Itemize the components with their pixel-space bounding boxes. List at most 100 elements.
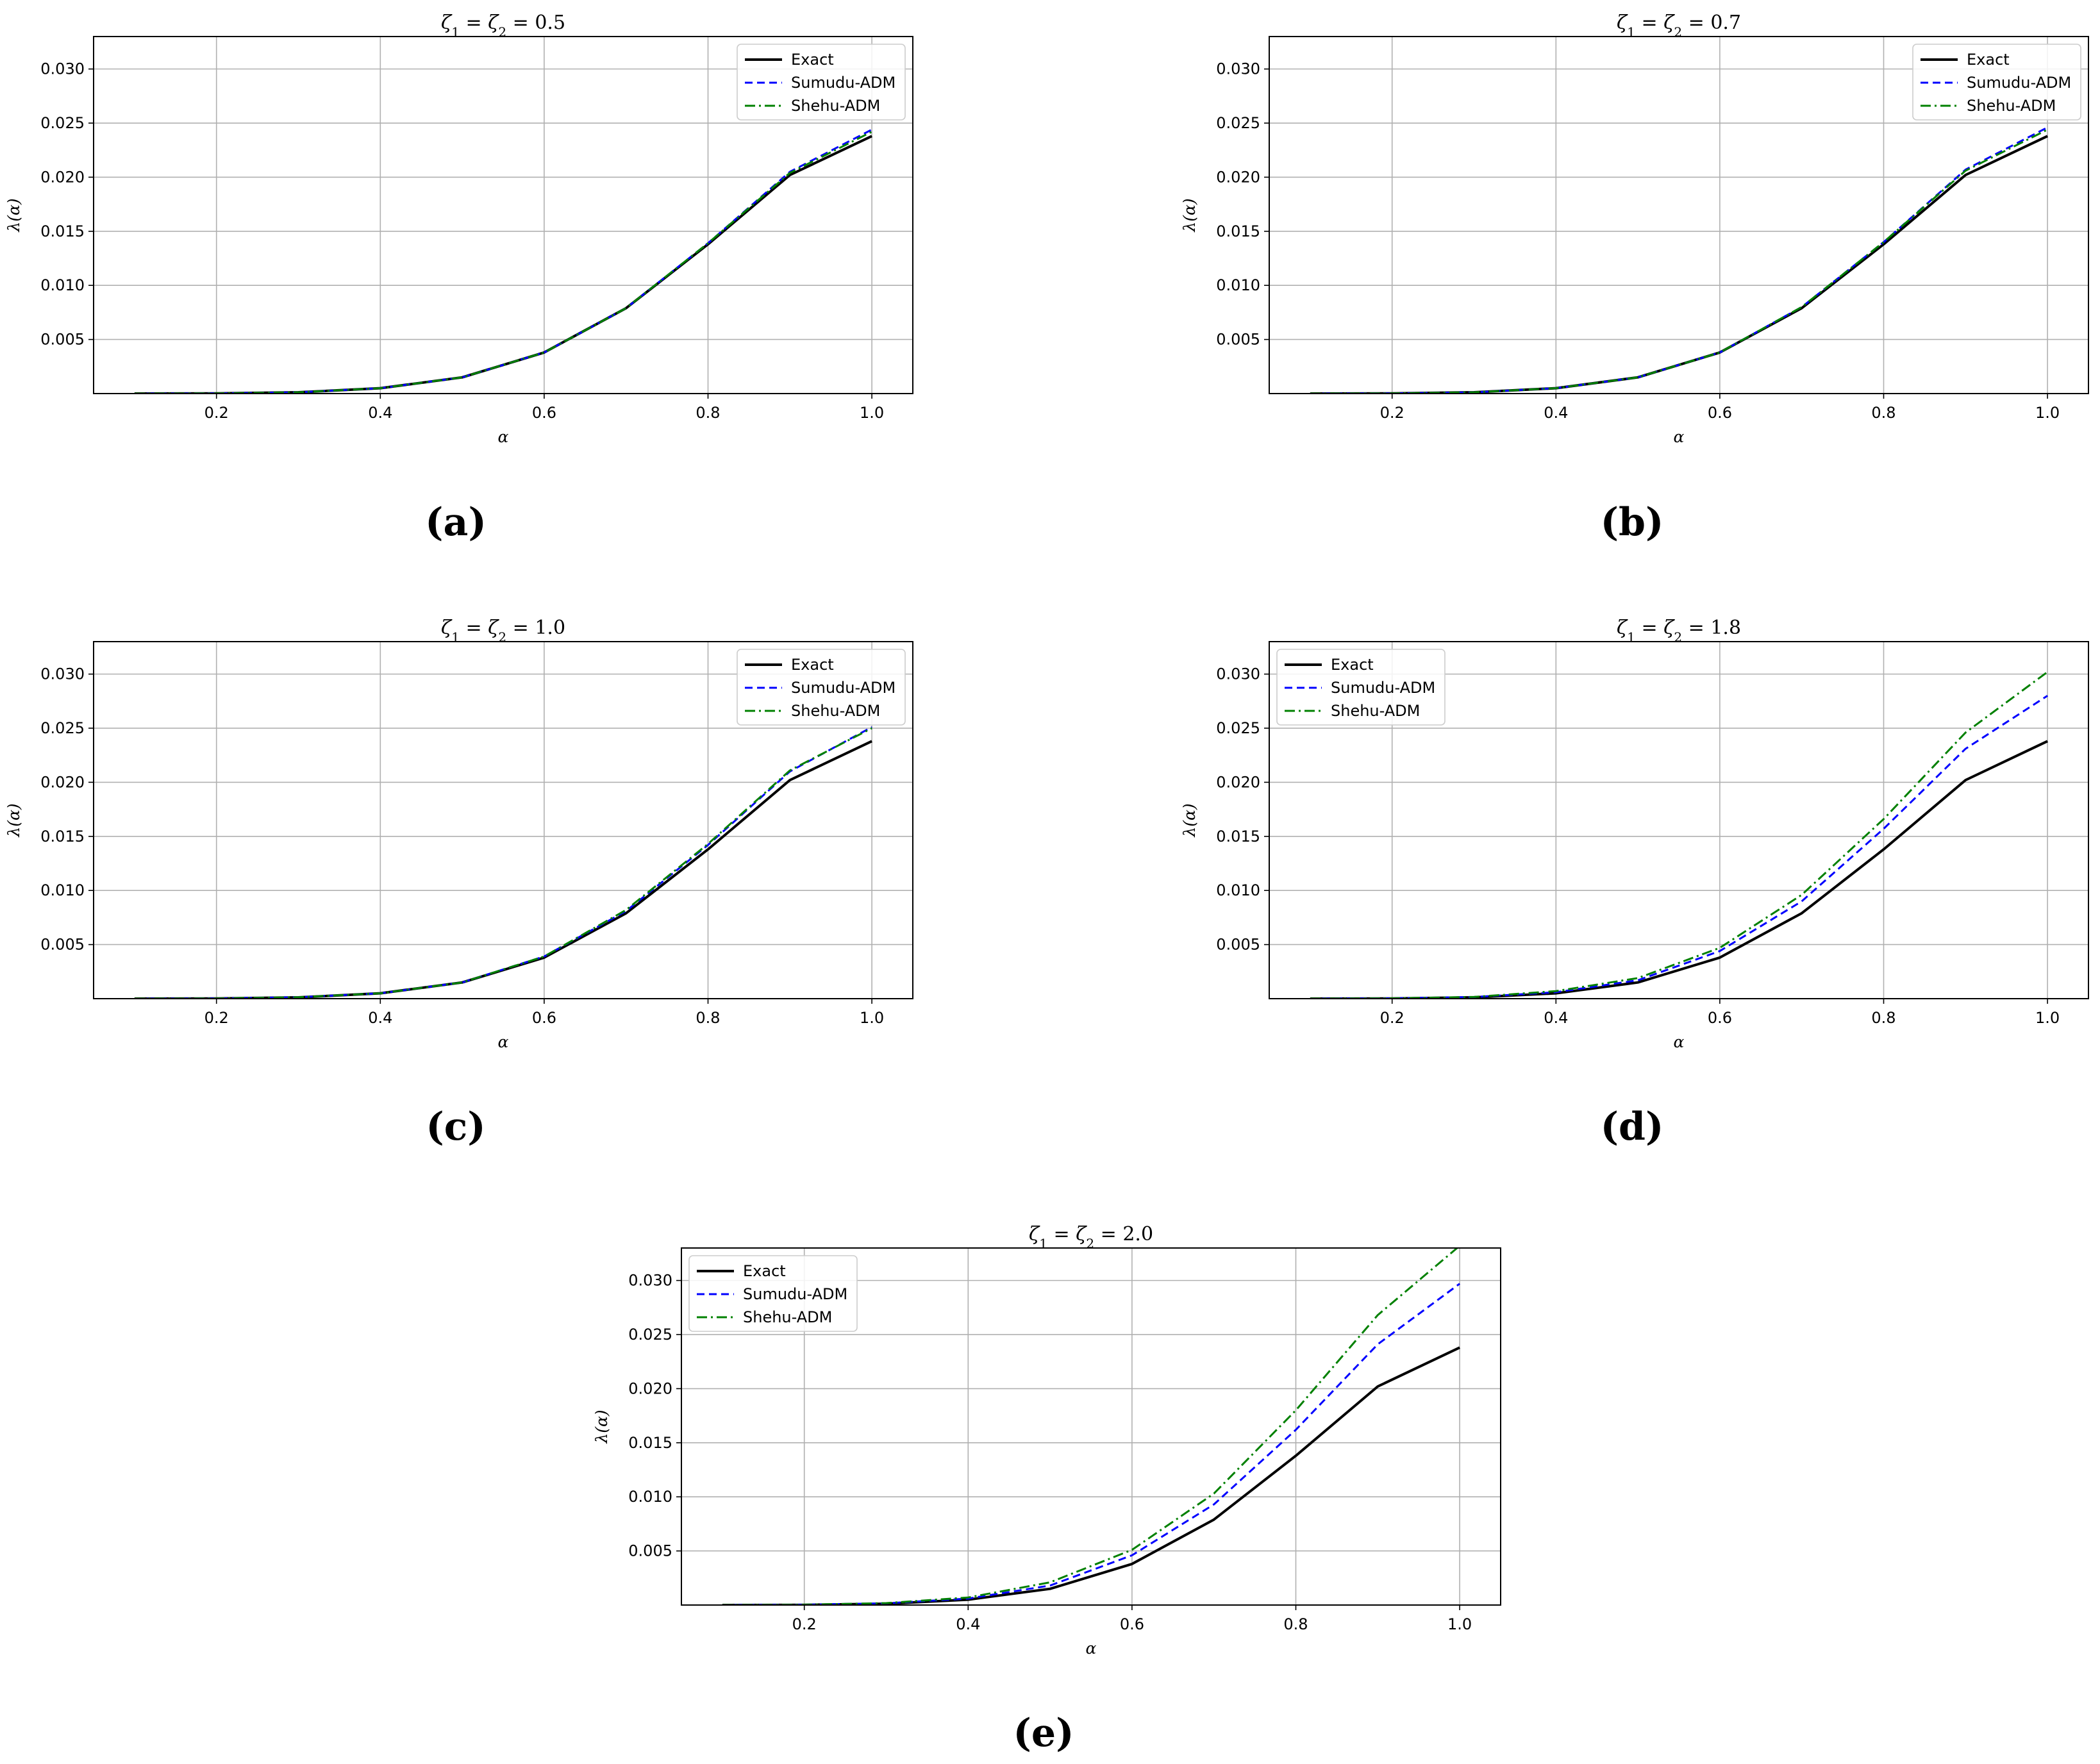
x-axis-label: α [1086,1639,1097,1658]
series-lines [134,128,872,394]
x-tick-label: 0.8 [696,1009,720,1027]
y-tick-label: 0.010 [1216,276,1260,294]
legend-box [1276,649,1446,726]
x-tick-label: 0.2 [204,1009,229,1027]
y-tick-label: 0.020 [40,168,85,186]
x-tick-label: 0.6 [532,1009,556,1027]
x-axis-label: α [1674,1033,1685,1051]
series-line-sumudu-adm [134,128,872,394]
x-tick-label: 0.2 [1380,404,1404,422]
x-tick-label: 1.0 [860,1009,884,1027]
y-axis-label: λ(α) [4,198,23,232]
y-tick-label: 0.015 [40,828,85,845]
series-line-shehu-adm [134,727,872,999]
x-tick-label: 0.6 [1708,404,1732,422]
y-tick-label: 0.030 [40,60,85,78]
y-tick-label: 0.025 [1216,719,1260,737]
legend-label: Exact [743,1262,786,1280]
x-tick-label: 0.2 [204,404,229,422]
y-axis-label: λ(α) [4,803,23,837]
series-lines [134,726,872,999]
series-line-exact [134,740,872,999]
legend: Exact Sumudu-ADM Shehu-ADM [1912,44,2081,121]
x-tick-label: 0.4 [1544,404,1568,422]
y-tick-label: 0.015 [628,1434,672,1452]
chart-title: ζ1 = ζ2 = 1.8 [1617,617,1741,645]
legend-label: Shehu-ADM [1331,702,1420,720]
series-lines [1310,126,2048,394]
legend-label: Shehu-ADM [1967,97,2056,115]
y-tick-label: 0.030 [628,1272,672,1290]
y-tick-label: 0.025 [40,719,85,737]
legend-label: Sumudu-ADM [743,1285,847,1303]
legend-box [688,1255,858,1332]
legend: Exact Sumudu-ADM Shehu-ADM [1276,649,1446,726]
series-lines [722,1248,1460,1605]
y-tick-label: 0.005 [1216,331,1260,349]
y-tick-label: 0.025 [40,114,85,132]
chart-panel-a: 0.2 0.4 0.6 0.8 1.0 0.005 0.010 0.015 0.020 0.025… [4,12,913,545]
panel-label: (a) [425,500,487,545]
panel-label: (b) [1601,500,1664,545]
x-tick-label: 0.2 [792,1615,817,1633]
y-tick-label: 0.005 [1216,936,1260,954]
x-tick-label: 0.8 [1871,404,1896,422]
y-tick-label: 0.020 [40,773,85,791]
axes-frame [681,1247,1501,1606]
legend-label: Exact [791,656,834,674]
series-lines [1310,671,2048,999]
y-tick-label: 0.005 [40,331,85,349]
y-tick-label: 0.010 [40,881,85,899]
y-axis-label: λ(α) [592,1410,611,1444]
x-tick-label: 0.6 [1120,1615,1144,1633]
legend-label: Shehu-ADM [743,1308,832,1326]
panel-label: (d) [1601,1104,1664,1149]
chart-panel-d: 0.2 0.4 0.6 0.8 1.0 0.005 0.010 0.015 0.020 0.025… [1180,617,2089,1149]
chart-panel-c: 0.2 0.4 0.6 0.8 1.0 0.005 0.010 0.015 0.020 0.025… [4,617,913,1149]
y-tick-label: 0.020 [1216,773,1260,791]
axes-frame [1269,641,2089,999]
legend-label: Shehu-ADM [791,97,880,115]
legend-label: Shehu-ADM [791,702,880,720]
series-line-shehu-adm [722,1248,1459,1605]
y-tick-label: 0.030 [1216,665,1260,683]
series-line-sumudu-adm [134,726,872,999]
chart-title: ζ1 = ζ2 = 1.0 [441,617,565,645]
chart-title: ζ1 = ζ2 = 0.7 [1617,12,1741,40]
series-line-exact [134,135,872,394]
x-tick-label: 1.0 [1447,1615,1472,1633]
y-tick-label: 0.030 [40,665,85,683]
x-tick-label: 0.4 [956,1615,980,1633]
x-tick-label: 0.6 [1708,1009,1732,1027]
x-axis-label: α [498,1033,509,1051]
x-tick-label: 0.4 [368,404,392,422]
legend-box [737,44,906,121]
legend: Exact Sumudu-ADM Shehu-ADM [688,1255,858,1332]
legend: Exact Sumudu-ADM Shehu-ADM [737,44,906,121]
y-tick-label: 0.020 [1216,168,1260,186]
series-line-sumudu-adm [1310,126,2048,394]
x-tick-label: 0.8 [1283,1615,1308,1633]
axes-frame [1269,36,2089,394]
x-tick-label: 1.0 [2035,404,2060,422]
chart-title: ζ1 = ζ2 = 2.0 [1029,1223,1153,1251]
y-axis-label: λ(α) [1180,803,1199,837]
y-tick-label: 0.020 [628,1379,672,1397]
y-tick-label: 0.005 [628,1542,672,1560]
x-tick-label: 0.4 [368,1009,392,1027]
legend-label: Exact [791,51,834,69]
series-line-shehu-adm [1310,128,2048,394]
axes-frame [93,641,913,999]
panel-label: (c) [426,1104,485,1149]
y-tick-label: 0.015 [1216,828,1260,845]
legend: Exact Sumudu-ADM Shehu-ADM [737,649,906,726]
chart-title: ζ1 = ζ2 = 0.5 [441,12,565,40]
series-line-shehu-adm [1310,671,2048,999]
y-tick-label: 0.015 [40,222,85,240]
x-tick-label: 1.0 [2035,1009,2060,1027]
x-tick-label: 0.8 [1871,1009,1896,1027]
axes-frame [93,36,913,394]
y-tick-label: 0.030 [1216,60,1260,78]
legend-label: Sumudu-ADM [1967,74,2071,92]
